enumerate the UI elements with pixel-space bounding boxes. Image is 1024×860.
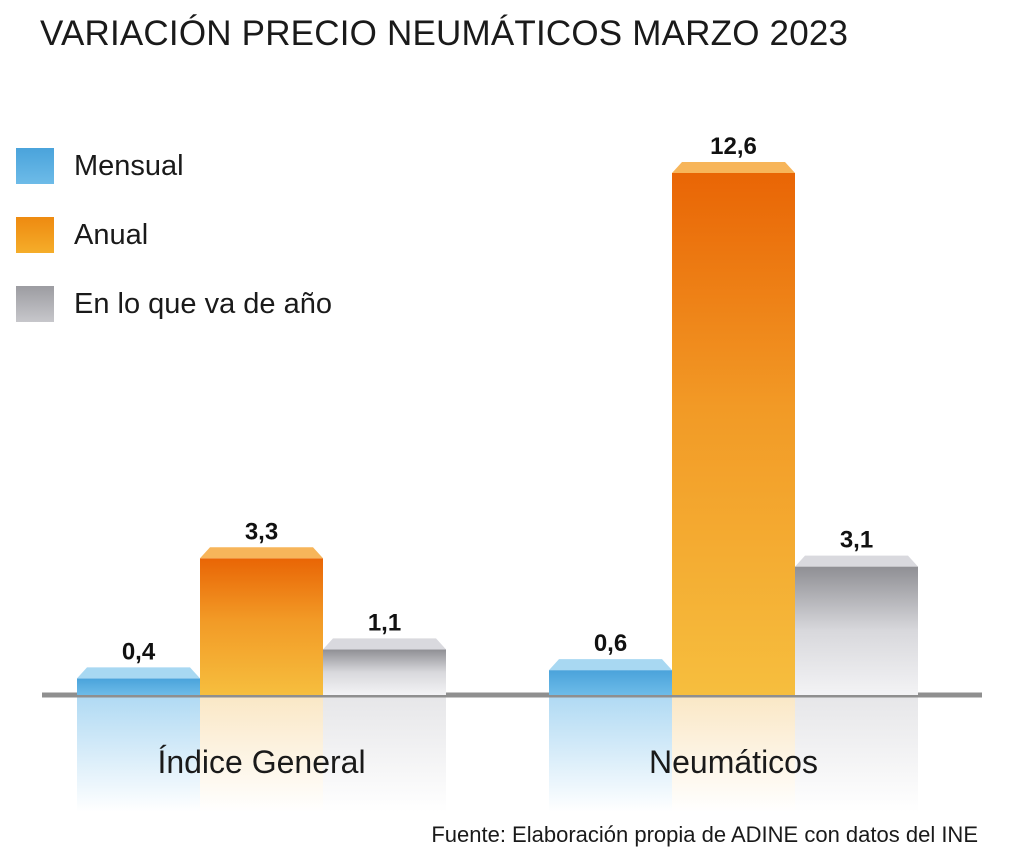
bar-en-lo-que-va-de-ano-indice-general: [323, 649, 446, 695]
legend-label-en-lo-que-va-de-ano: En lo que va de año: [74, 288, 332, 320]
bar-top-mensual-indice-general: [77, 667, 200, 679]
legend-swatch-anual: [16, 217, 54, 253]
legend-label-mensual: Mensual: [74, 150, 184, 182]
bar-anual-neumaticos: [672, 173, 795, 695]
bar-top-en-lo-que-va-de-ano-neumaticos: [795, 555, 918, 567]
bar-reflection-anual-indice-general: [200, 697, 323, 812]
bar-en-lo-que-va-de-ano-neumaticos: [795, 566, 918, 695]
bar-top-mensual-neumaticos: [549, 659, 672, 671]
chart-title: VARIACIÓN PRECIO NEUMÁTICOS MARZO 2023: [40, 14, 849, 53]
value-label-en-lo-que-va-de-ano-neumaticos: 3,1: [840, 527, 873, 554]
bar-mensual-indice-general: [77, 678, 200, 695]
legend-swatch-en-lo-que-va-de-ano: [16, 286, 54, 322]
category-label-neumaticos: Neumáticos: [649, 744, 818, 780]
value-label-en-lo-que-va-de-ano-indice-general: 1,1: [368, 609, 401, 636]
source-note: Fuente: Elaboración propia de ADINE con …: [431, 822, 978, 847]
category-label-indice-general: Índice General: [157, 744, 365, 780]
bar-top-anual-indice-general: [200, 547, 323, 559]
bar-reflection-mensual-neumaticos: [549, 697, 672, 812]
value-label-anual-neumaticos: 12,6: [710, 133, 757, 160]
bar-reflection-mensual-indice-general: [77, 697, 200, 812]
bar-reflection-en-lo-que-va-de-ano-neumaticos: [795, 697, 918, 812]
bar-reflection-en-lo-que-va-de-ano-indice-general: [323, 697, 446, 812]
value-label-mensual-neumaticos: 0,6: [594, 630, 627, 657]
bar-top-anual-neumaticos: [672, 162, 795, 173]
value-label-mensual-indice-general: 0,4: [122, 638, 156, 665]
legend-swatch-mensual: [16, 148, 54, 184]
value-label-anual-indice-general: 3,3: [245, 518, 278, 545]
bar-top-en-lo-que-va-de-ano-indice-general: [323, 638, 446, 650]
bar-anual-indice-general: [200, 558, 323, 695]
legend-label-anual: Anual: [74, 219, 149, 251]
bar-reflection-anual-neumaticos: [672, 697, 795, 812]
bar-mensual-neumaticos: [549, 670, 672, 695]
